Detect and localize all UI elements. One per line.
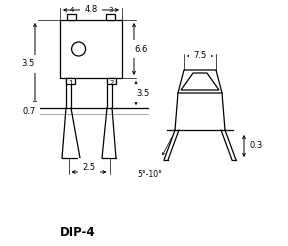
Bar <box>107 78 116 84</box>
Text: 0.7: 0.7 <box>22 107 36 116</box>
Bar <box>106 14 115 20</box>
Text: 7.5: 7.5 <box>193 51 206 61</box>
Text: 1: 1 <box>68 80 73 86</box>
Text: 4.8: 4.8 <box>84 5 98 15</box>
Bar <box>60 20 122 78</box>
Text: 4: 4 <box>69 7 74 13</box>
Text: 3.5: 3.5 <box>137 89 150 97</box>
Text: DIP-4: DIP-4 <box>60 226 96 239</box>
Text: 3: 3 <box>108 7 113 13</box>
Bar <box>67 14 76 20</box>
Text: 3.5: 3.5 <box>21 60 35 68</box>
Text: 2: 2 <box>109 80 114 86</box>
Text: 0.3: 0.3 <box>249 141 262 151</box>
Text: 2.5: 2.5 <box>82 163 96 171</box>
Bar <box>66 78 75 84</box>
Text: 6.6: 6.6 <box>134 45 148 53</box>
Text: 5°-10°: 5°-10° <box>137 170 162 179</box>
